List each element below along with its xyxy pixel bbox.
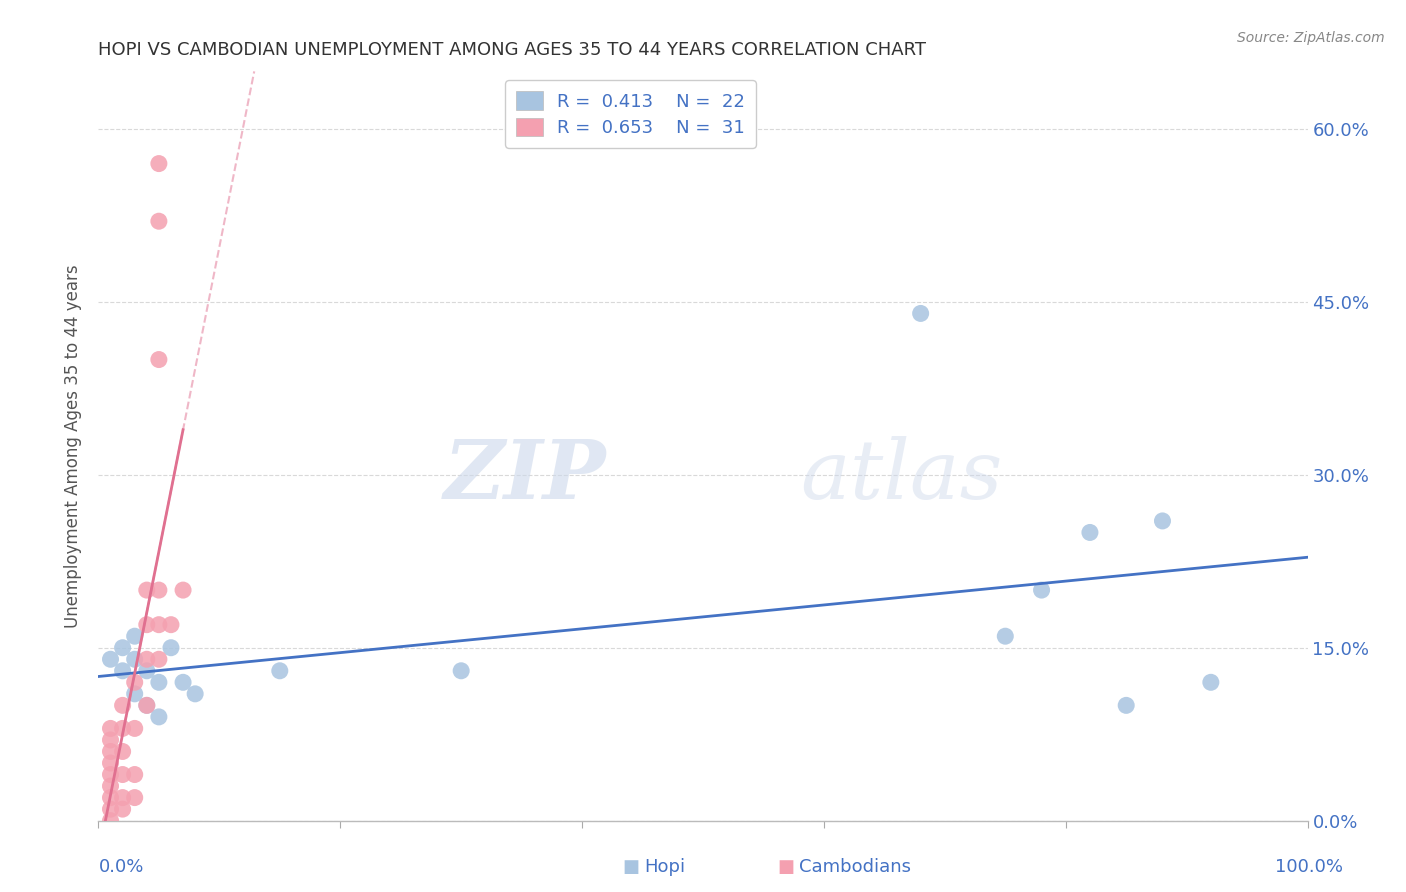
Point [910,306,932,320]
Point [172,583,194,598]
Point [124,675,146,690]
Text: Cambodians: Cambodians [799,858,911,876]
Point [100,733,122,747]
Text: Hopi: Hopi [644,858,685,876]
Point [135,698,157,713]
Point [160,640,183,655]
Point [100,790,122,805]
Point [148,156,170,170]
Point [160,617,183,632]
Point [100,802,122,816]
Point [135,652,157,666]
Point [111,640,134,655]
Point [148,617,170,632]
Point [124,652,146,666]
Point [100,779,122,793]
Text: 100.0%: 100.0% [1275,858,1343,876]
Text: ■: ■ [623,858,640,876]
Text: ■: ■ [778,858,794,876]
Point [100,767,122,781]
Point [111,664,134,678]
Point [111,802,134,816]
Point [269,664,291,678]
Point [124,687,146,701]
Point [148,352,170,367]
Point [135,698,157,713]
Point [124,767,146,781]
Text: Source: ZipAtlas.com: Source: ZipAtlas.com [1237,31,1385,45]
Point [135,583,157,598]
Point [1031,583,1053,598]
Point [124,790,146,805]
Point [111,744,134,758]
Point [1115,698,1137,713]
Point [124,722,146,736]
Point [111,790,134,805]
Point [100,652,122,666]
Point [148,652,170,666]
Point [184,687,207,701]
Legend: R =  0.413    N =  22, R =  0.653    N =  31: R = 0.413 N = 22, R = 0.653 N = 31 [505,80,756,148]
Point [124,629,146,643]
Point [111,722,134,736]
Point [994,629,1017,643]
Point [148,675,170,690]
Point [148,583,170,598]
Point [135,664,157,678]
Y-axis label: Unemployment Among Ages 35 to 44 years: Unemployment Among Ages 35 to 44 years [65,264,83,628]
Text: HOPI VS CAMBODIAN UNEMPLOYMENT AMONG AGES 35 TO 44 YEARS CORRELATION CHART: HOPI VS CAMBODIAN UNEMPLOYMENT AMONG AGE… [98,41,927,59]
Point [148,214,170,228]
Point [450,664,472,678]
Text: ZIP: ZIP [444,436,606,516]
Point [1078,525,1101,540]
Point [135,617,157,632]
Point [100,756,122,770]
Point [111,698,134,713]
Point [111,767,134,781]
Point [172,675,194,690]
Point [100,722,122,736]
Point [1152,514,1174,528]
Point [100,744,122,758]
Point [1199,675,1222,690]
Text: 0.0%: 0.0% [98,858,143,876]
Point [100,814,122,828]
Point [148,710,170,724]
Text: atlas: atlas [800,436,1002,516]
